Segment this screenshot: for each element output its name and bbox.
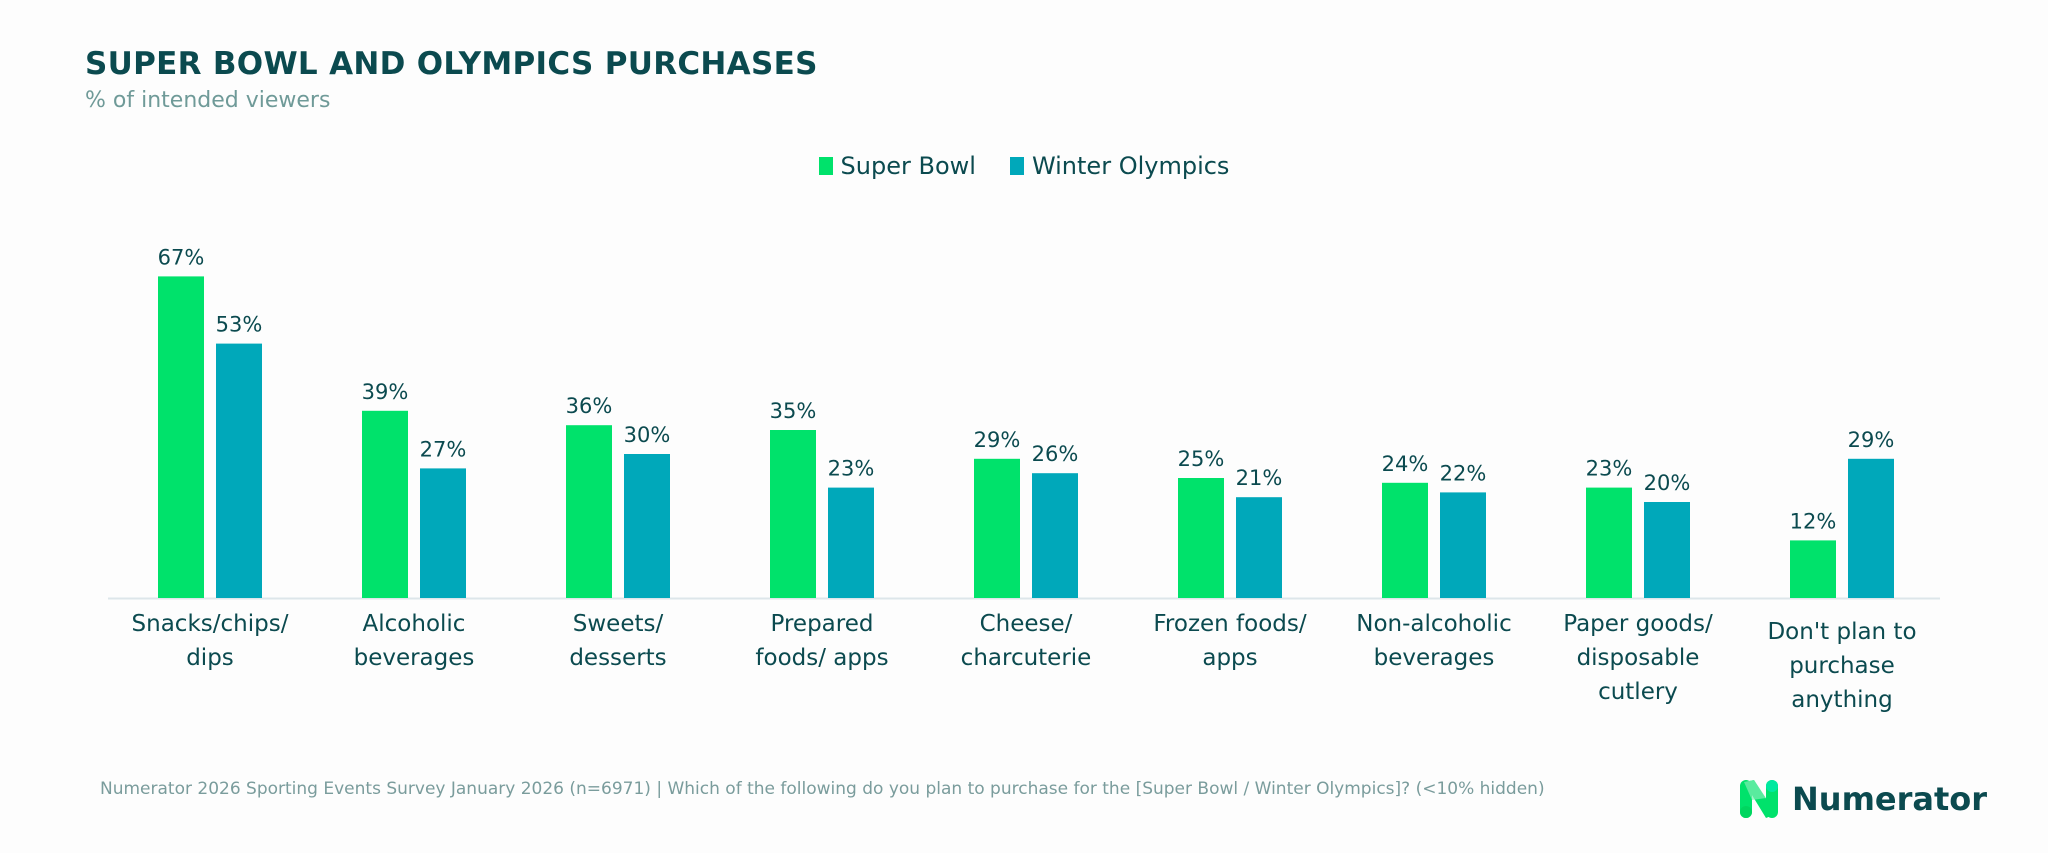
category-label: Don't plan to purchase anything <box>1767 619 1916 713</box>
chart-subtitle: % of intended viewers <box>85 88 331 113</box>
category-label-line: Alcoholic <box>363 611 466 637</box>
bar-super-bowl <box>1586 487 1632 598</box>
category-label-line: foods/ apps <box>755 645 888 671</box>
legend-label: Super Bowl <box>840 152 976 180</box>
legend-label: Winter Olympics <box>1031 152 1230 180</box>
category-label: Frozen foods/apps <box>1153 611 1307 671</box>
data-label: 12% <box>1790 509 1837 533</box>
footer-source-note: Numerator 2026 Sporting Events Survey Ja… <box>100 779 1545 799</box>
category-label-line: Frozen foods/ <box>1153 611 1307 637</box>
legend: Super Bowl Winter Olympics <box>0 152 2048 180</box>
bar-winter-olympics <box>1236 497 1282 598</box>
category-label-line: cutlery <box>1598 679 1678 705</box>
bar-super-bowl <box>362 410 408 598</box>
bar-super-bowl <box>158 276 204 598</box>
bar-super-bowl <box>1790 540 1836 598</box>
category-label-line: Non-alcoholic <box>1356 611 1511 637</box>
legend-swatch-winter-olympics <box>1009 157 1024 175</box>
bar-winter-olympics <box>216 343 262 598</box>
category-label: Paper goods/disposable cutlery <box>1563 611 1713 705</box>
chart-title: SUPER BOWL AND OLYMPICS PURCHASES <box>85 46 818 82</box>
data-label: 25% <box>1178 447 1225 471</box>
legend-item-winter-olympics: Winter Olympics <box>1009 152 1230 180</box>
data-label: 29% <box>974 428 1021 452</box>
data-label: 27% <box>420 437 467 461</box>
bar-super-bowl <box>770 430 816 598</box>
data-label: 20% <box>1644 471 1691 495</box>
category-label: Cheese/charcuterie <box>961 611 1092 671</box>
category-label-line: Don't plan to <box>1767 619 1916 645</box>
category-label-line: disposable <box>1577 645 1700 671</box>
bar-winter-olympics <box>828 487 874 598</box>
category-label-line: anything <box>1791 687 1892 713</box>
category-label-line: purchase <box>1789 653 1895 679</box>
data-label: 23% <box>1586 457 1633 481</box>
data-label: 21% <box>1236 466 1283 490</box>
data-label: 39% <box>362 380 409 404</box>
bar-winter-olympics <box>1644 502 1690 598</box>
bar-winter-olympics <box>420 468 466 598</box>
category-label-line: apps <box>1202 645 1257 671</box>
numerator-n-logo-icon <box>1740 780 1778 818</box>
data-label: 23% <box>828 457 875 481</box>
category-label-line: Sweets/ <box>573 611 664 637</box>
category-label-line: beverages <box>354 645 475 671</box>
category-label: Prepared foods/ apps <box>755 611 888 671</box>
category-label-line: charcuterie <box>961 645 1092 671</box>
numerator-logo: Numerator <box>1740 780 1987 818</box>
category-label: Alcoholic beverages <box>354 611 475 671</box>
category-label-line: Snacks/chips/ <box>132 611 289 637</box>
logo-text: Numerator <box>1792 780 1988 818</box>
data-label: 53% <box>216 313 263 337</box>
category-label: Non-alcoholic beverages <box>1356 611 1511 671</box>
data-label: 26% <box>1032 442 1079 466</box>
category-label: Sweets/desserts <box>569 611 666 671</box>
bar-winter-olympics <box>1440 492 1486 598</box>
data-label: 22% <box>1440 461 1487 485</box>
bar-super-bowl <box>1178 478 1224 598</box>
data-label: 30% <box>624 423 671 447</box>
bar-winter-olympics <box>1848 458 1894 598</box>
legend-item-super-bowl: Super Bowl <box>818 152 976 180</box>
category-label: Snacks/chips/dips <box>132 611 289 671</box>
category-label-line: beverages <box>1374 645 1495 671</box>
data-label: 35% <box>770 399 817 423</box>
bar-winter-olympics <box>624 454 670 598</box>
category-label-line: Paper goods/ <box>1563 611 1713 637</box>
data-label: 29% <box>1848 428 1895 452</box>
bar-super-bowl <box>566 425 612 598</box>
bar-super-bowl <box>974 458 1020 598</box>
bar-super-bowl <box>1382 482 1428 598</box>
category-label-line: dips <box>186 645 234 671</box>
data-label: 67% <box>158 245 205 269</box>
legend-swatch-super-bowl <box>818 157 833 175</box>
bar-winter-olympics <box>1032 473 1078 598</box>
data-label: 36% <box>566 394 613 418</box>
category-label-line: Prepared <box>771 611 874 637</box>
data-label: 24% <box>1382 452 1429 476</box>
category-label-line: desserts <box>569 645 666 671</box>
category-label-line: Cheese/ <box>980 611 1073 637</box>
